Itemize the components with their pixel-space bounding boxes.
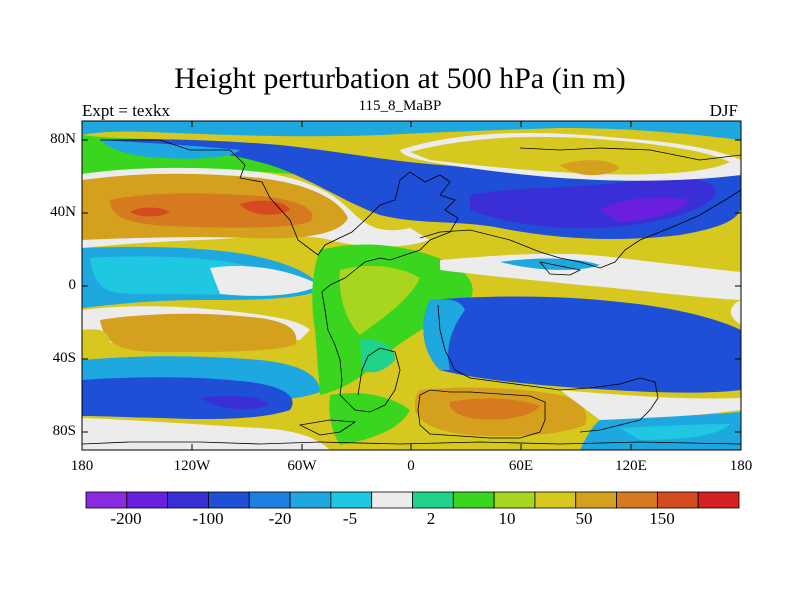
colorbar-label: -20: [268, 509, 292, 528]
colorbar: [85, 491, 740, 509]
lon-label-60w: 60W: [287, 458, 317, 474]
tick-marks: [82, 121, 741, 450]
plot-title: Height perturbation at 500 hPa (in m): [174, 62, 626, 95]
lon-label-120w: 120W: [173, 458, 211, 474]
colorbar-box: [616, 491, 658, 509]
field-blob: [100, 140, 240, 159]
colorbar-box: [248, 491, 291, 509]
colorbar-label: -5: [342, 509, 358, 528]
colorbar-label: -200: [110, 509, 142, 528]
lon-label-60e: 60E: [508, 458, 534, 474]
coastline: [298, 419, 357, 436]
field-blob: [360, 339, 395, 373]
field-blob: [423, 296, 741, 393]
lat-label-80n: 80N: [50, 131, 76, 147]
lat-label-80s: 80S: [52, 423, 76, 439]
field-blob: [200, 396, 270, 410]
coastline-layer: [82, 139, 741, 445]
field-blob: [600, 197, 690, 222]
field-layer: [82, 121, 741, 450]
coastline: [519, 147, 741, 161]
colorbar-box: [575, 491, 617, 509]
colorbar-box: [452, 491, 495, 509]
field-blob: [82, 121, 741, 140]
field-blob: [449, 398, 540, 420]
colorbar-box: [697, 491, 740, 509]
field-blob: [423, 299, 465, 370]
colorbar-box: [656, 491, 699, 509]
lon-label-0: 0: [407, 458, 415, 474]
colorbar-box: [85, 491, 128, 509]
colorbar-label: 150: [649, 509, 675, 528]
colorbar-box: [208, 491, 250, 509]
coastline: [417, 389, 546, 439]
coastline: [82, 441, 741, 445]
lon-label-120e: 120E: [615, 458, 647, 474]
field-blob: [560, 390, 741, 420]
colorbar-box: [167, 491, 209, 509]
coastline: [100, 139, 459, 413]
field-blob: [100, 313, 297, 352]
field-blob: [620, 424, 730, 440]
lat-label-40n: 40N: [50, 204, 76, 220]
field-blob: [560, 160, 620, 176]
colorbar-label: 10: [498, 509, 516, 528]
field-blob: [329, 393, 410, 445]
field-blob: [339, 265, 420, 335]
colorbar-box: [493, 491, 536, 509]
field-blob: [240, 200, 290, 215]
coastline: [538, 261, 582, 276]
colorbar-box: [126, 491, 169, 509]
colorbar-label: 50: [575, 509, 593, 528]
colorbar-label: -100: [192, 509, 224, 528]
lat-label-0: 0: [68, 277, 77, 293]
coastline: [419, 189, 741, 269]
colorbar-label: 2: [426, 509, 436, 528]
colorbar-box: [412, 491, 454, 509]
season-label: DJF: [709, 101, 738, 120]
field-blob: [730, 300, 741, 325]
field-blob: [440, 253, 741, 300]
experiment-label: Expt = texkx: [82, 101, 170, 120]
colorbar-box: [330, 491, 373, 509]
colorbar-box: [371, 491, 413, 509]
field-blob: [410, 136, 730, 175]
lon-label-180w: 180: [70, 458, 94, 474]
coastline: [437, 304, 659, 433]
lat-label-40s: 40S: [52, 350, 76, 366]
field-blob: [82, 329, 110, 368]
lon-label-180e: 180: [729, 458, 753, 474]
colorbar-box: [534, 491, 577, 509]
field-blob: [130, 207, 170, 217]
colorbar-box: [289, 491, 332, 509]
period-label: 115_8_MaBP: [358, 98, 442, 114]
field-blob: [210, 265, 320, 296]
